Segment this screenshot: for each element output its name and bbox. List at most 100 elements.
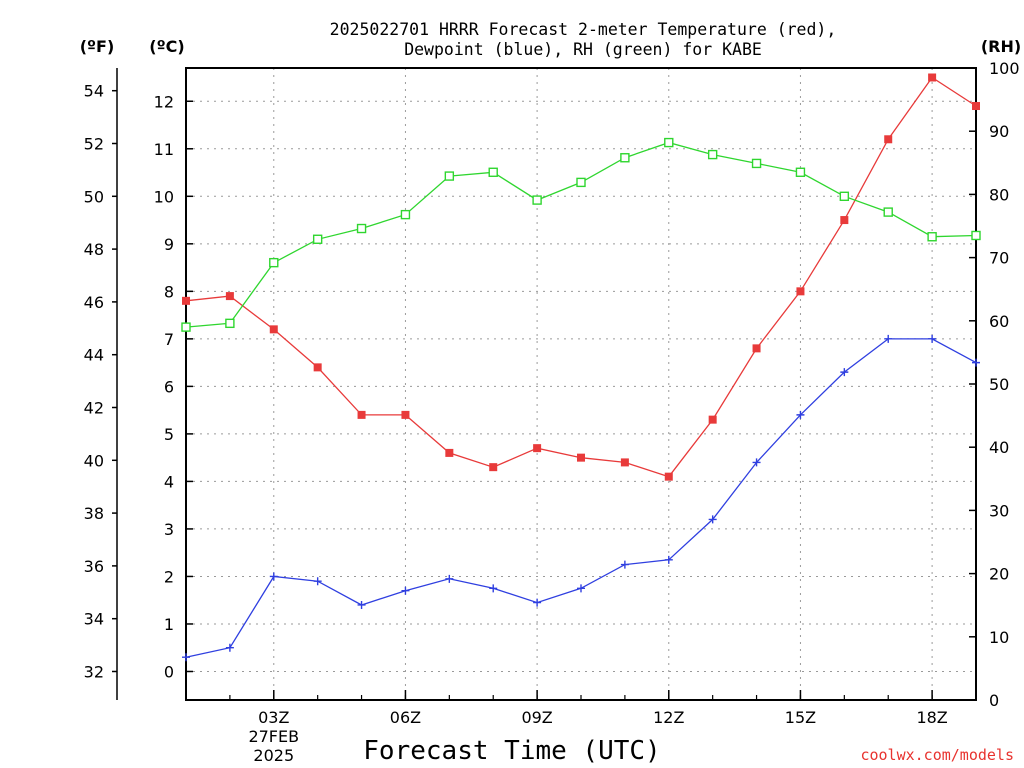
- x-tick-date-label: 27FEB: [248, 727, 299, 746]
- rh-point: [751, 158, 762, 169]
- x-tick-label: 09Z: [521, 708, 552, 727]
- temperature-point: [533, 444, 542, 453]
- temperature-point: [357, 410, 366, 419]
- dewpoint-point: [972, 358, 980, 367]
- dewpoint-point: [182, 653, 190, 662]
- x-tick-label: 06Z: [390, 708, 421, 727]
- temperature-point: [577, 453, 585, 462]
- rh-line: [185, 141, 977, 328]
- celsius-tick-label: 5: [164, 425, 174, 444]
- rh-tick-label: 90: [989, 122, 1009, 141]
- dewpoint-point: [401, 586, 410, 595]
- series-temperature: [182, 73, 980, 481]
- rh-point: [532, 195, 542, 205]
- fahrenheit-unit-label: (ºF): [80, 37, 115, 56]
- fahrenheit-tick-label: 52: [84, 135, 104, 154]
- rh-point: [488, 167, 498, 177]
- celsius-tick-label: 6: [164, 377, 174, 396]
- temperature-point: [225, 292, 234, 301]
- temperature-point: [840, 216, 849, 225]
- x-tick-label: 15Z: [785, 708, 816, 727]
- temperature-point: [401, 410, 410, 419]
- x-tick-label: 03Z: [258, 708, 289, 727]
- rh-tick-label: 0: [989, 691, 999, 710]
- chart-subtitle: Dewpoint (blue), RH (green) for KABE: [404, 40, 762, 59]
- temperature-point: [182, 296, 190, 305]
- celsius-tick-label: 9: [164, 235, 174, 254]
- axes: [112, 67, 977, 701]
- temperature-point: [708, 415, 717, 424]
- credit-label: coolwx.com/models: [860, 746, 1014, 764]
- rh-point: [269, 257, 279, 268]
- series-dewpoint: [182, 334, 980, 662]
- celsius-tick-label: 2: [164, 567, 174, 586]
- series-rh: [181, 137, 981, 332]
- rh-point: [312, 234, 323, 244]
- fahrenheit-tick-label: 40: [84, 451, 104, 470]
- dewpoint-point: [884, 334, 893, 343]
- dewpoint-line: [185, 338, 977, 658]
- rh-unit-label: (RH): [981, 37, 1021, 56]
- rh-point: [620, 153, 630, 163]
- temperature-point: [884, 135, 893, 144]
- dewpoint-point: [357, 600, 366, 609]
- rh-point: [400, 209, 411, 220]
- rh-point: [795, 167, 806, 177]
- rh-tick-label: 30: [989, 501, 1009, 520]
- temperature-point: [752, 344, 761, 353]
- fahrenheit-tick-label: 38: [84, 504, 104, 523]
- dewpoint-point: [796, 410, 805, 419]
- fahrenheit-tick-label: 48: [84, 240, 104, 259]
- x-tick-date-label: 2025: [253, 746, 294, 765]
- rh-tick-label: 50: [989, 375, 1009, 394]
- x-tick-label: 18Z: [916, 708, 947, 727]
- rh-point: [883, 207, 893, 217]
- dewpoint-point: [225, 643, 234, 652]
- dewpoint-point: [928, 334, 937, 343]
- rh-point: [576, 177, 586, 188]
- rh-point: [927, 232, 937, 242]
- rh-tick-label: 100: [989, 59, 1020, 78]
- temperature-point: [972, 102, 980, 111]
- temperature-point: [269, 325, 278, 334]
- dewpoint-point: [620, 560, 629, 569]
- tick-labels: 3234363840424446485052540123456789101112…: [84, 59, 1020, 765]
- dewpoint-point: [269, 572, 278, 581]
- dewpoint-point: [577, 584, 585, 593]
- rh-point: [181, 322, 191, 332]
- celsius-tick-label: 10: [154, 187, 174, 206]
- rh-tick-label: 60: [989, 312, 1009, 331]
- celsius-tick-label: 1: [164, 615, 174, 634]
- fahrenheit-tick-label: 34: [84, 610, 104, 629]
- rh-point: [664, 137, 674, 148]
- rh-tick-label: 20: [989, 565, 1009, 584]
- temperature-point: [620, 458, 629, 467]
- fahrenheit-tick-label: 32: [84, 662, 104, 681]
- temperature-point: [489, 463, 498, 472]
- rh-tick-label: 40: [989, 438, 1009, 457]
- dewpoint-point: [708, 515, 717, 524]
- rh-point: [444, 171, 455, 181]
- celsius-tick-label: 4: [164, 472, 174, 491]
- rh-tick-label: 70: [989, 249, 1009, 268]
- dewpoint-point: [533, 598, 542, 607]
- temperature-point: [664, 472, 673, 481]
- celsius-tick-label: 0: [164, 662, 174, 681]
- rh-tick-label: 80: [989, 185, 1009, 204]
- temperature-line: [185, 76, 977, 478]
- dewpoint-point: [489, 584, 498, 593]
- x-tick-label: 12Z: [653, 708, 684, 727]
- rh-point: [971, 230, 981, 241]
- temperature-point: [928, 73, 937, 82]
- celsius-tick-label: 3: [164, 520, 174, 539]
- fahrenheit-tick-label: 46: [84, 293, 104, 312]
- dewpoint-point: [664, 555, 673, 564]
- fahrenheit-tick-label: 50: [84, 187, 104, 206]
- rh-point: [356, 223, 367, 234]
- fahrenheit-tick-label: 36: [84, 557, 104, 576]
- temperature-point: [796, 287, 805, 296]
- celsius-tick-label: 12: [154, 92, 174, 111]
- temperature-point: [313, 363, 322, 372]
- chart-title: 2025022701 HRRR Forecast 2-meter Tempera…: [330, 20, 837, 39]
